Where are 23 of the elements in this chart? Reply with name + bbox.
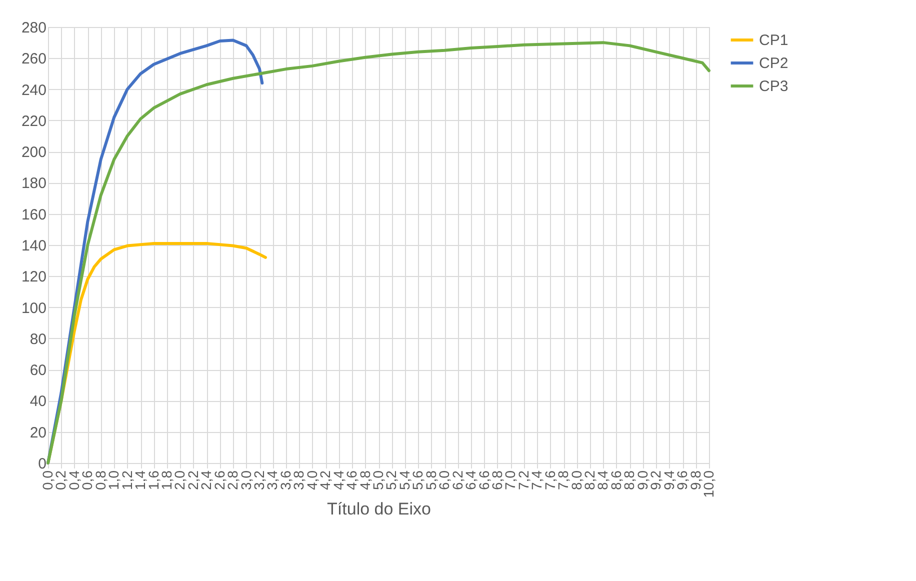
y-tick-label: 20 xyxy=(30,424,46,442)
y-tick-label: 200 xyxy=(21,144,46,162)
x-tick-label: 0,0 xyxy=(40,470,56,490)
y-tick-label: 80 xyxy=(30,330,46,348)
y-tick-label: 40 xyxy=(30,393,46,410)
line-series xyxy=(46,41,710,464)
legend-label: CP3 xyxy=(759,78,788,95)
y-tick-label: 160 xyxy=(21,206,46,224)
y-tick-label: 120 xyxy=(21,268,46,286)
x-tick-label: 5,0 xyxy=(370,470,386,490)
y-tick-label: 0 xyxy=(38,456,46,472)
y-tick-label: 100 xyxy=(21,300,46,317)
y-tick-label: 140 xyxy=(21,238,46,254)
y-tick-label: 60 xyxy=(30,362,46,380)
y-tick-label: 220 xyxy=(21,112,46,130)
legend-label: CP2 xyxy=(759,55,788,72)
x-tick-label: 10,0 xyxy=(700,470,716,498)
y-tick-label: 280 xyxy=(21,20,46,36)
y-tick-label: 260 xyxy=(21,50,46,68)
y-tick-label: 240 xyxy=(21,82,46,99)
y-tick-label: 180 xyxy=(21,175,46,192)
legend-label: CP1 xyxy=(759,32,788,49)
x-axis-title: Título do Eixo xyxy=(327,500,431,519)
